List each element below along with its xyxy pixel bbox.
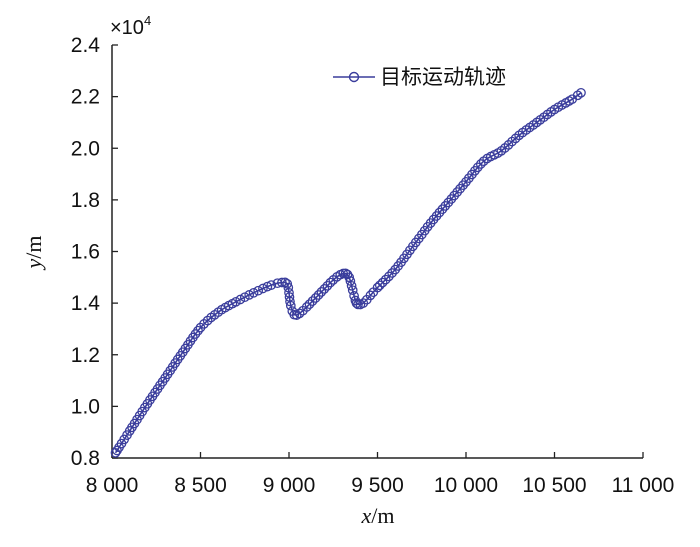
y-tick-label-0: 0.8 bbox=[71, 447, 100, 470]
series-0-marker-60 bbox=[285, 296, 295, 307]
series-0-marker-47 bbox=[244, 290, 255, 300]
y-tick-label-6: 2.0 bbox=[71, 137, 100, 160]
series-0-marker-73 bbox=[319, 284, 330, 294]
y-tick-label-5: 1.8 bbox=[71, 189, 100, 212]
series-0-marker-83 bbox=[345, 276, 356, 286]
series-0-marker-69 bbox=[307, 296, 318, 306]
series-0-marker-72 bbox=[316, 287, 327, 297]
x-tick-label-0: 8 000 bbox=[86, 474, 139, 497]
series-0-marker-85 bbox=[347, 285, 358, 296]
series-0-marker-48 bbox=[248, 287, 259, 298]
series-0-marker-117 bbox=[437, 204, 448, 215]
series-0-marker-45 bbox=[235, 294, 246, 305]
series-0-marker-56 bbox=[282, 278, 293, 289]
series-0-marker-68 bbox=[304, 299, 315, 310]
series-0-marker-115 bbox=[431, 211, 442, 221]
series-layer bbox=[110, 87, 586, 458]
series-0-marker-75 bbox=[325, 277, 336, 288]
series-0-marker-74 bbox=[322, 280, 333, 291]
legend-marker bbox=[348, 71, 360, 83]
x-tick-label-3: 9 500 bbox=[351, 474, 404, 497]
series-0-marker-57 bbox=[283, 282, 294, 293]
series-0-marker-52 bbox=[266, 280, 277, 290]
series-0-marker-71 bbox=[313, 290, 324, 300]
series-0-marker-33 bbox=[193, 325, 203, 336]
series-0-marker-65 bbox=[294, 308, 305, 319]
x-tick-label-6: 11 000 bbox=[612, 474, 675, 497]
series-0-marker-100 bbox=[387, 268, 397, 278]
series-0-marker-118 bbox=[440, 201, 451, 211]
x-tick-label-5: 10 500 bbox=[522, 474, 586, 497]
series-0-marker-96 bbox=[374, 280, 385, 291]
series-0-marker-130 bbox=[475, 159, 486, 169]
series-0-marker-120 bbox=[446, 194, 457, 204]
y-tick-label-1: 1.0 bbox=[71, 395, 100, 418]
x-axis-title: x/m bbox=[361, 503, 395, 528]
axis-labels: x/m y/m bbox=[21, 236, 395, 529]
y-tick-label-7: 2.2 bbox=[71, 86, 100, 109]
series-0-marker-49 bbox=[253, 285, 264, 296]
series-0-marker-99 bbox=[384, 271, 394, 282]
y-tick-label-4: 1.6 bbox=[71, 241, 100, 264]
series-0-marker-55 bbox=[280, 277, 290, 288]
series-0-marker-116 bbox=[434, 207, 445, 218]
series-0-marker-88 bbox=[351, 298, 362, 309]
series-0-marker-95 bbox=[372, 282, 383, 293]
series-0-marker-61 bbox=[285, 300, 296, 311]
series-0-marker-32 bbox=[190, 329, 201, 339]
series-0-marker-98 bbox=[380, 274, 391, 285]
series-0-marker-54 bbox=[277, 277, 287, 288]
y-tick-label-8: 2.4 bbox=[71, 34, 101, 57]
y-axis-title: y/m bbox=[21, 236, 46, 271]
series-0-marker-84 bbox=[346, 280, 357, 291]
series-0-marker-129 bbox=[472, 162, 483, 173]
legend-label: 目标运动轨迹 bbox=[380, 65, 506, 89]
series-0-marker-81 bbox=[342, 269, 353, 280]
series-0-marker-67 bbox=[301, 302, 312, 312]
series-0-marker-158 bbox=[576, 87, 586, 98]
series-0-marker-50 bbox=[258, 283, 268, 294]
x-tick-label-2: 9 000 bbox=[263, 474, 316, 497]
series-0-marker-124 bbox=[458, 180, 468, 191]
x-tick-label-1: 8 500 bbox=[174, 474, 227, 497]
series-0-marker-122 bbox=[452, 187, 463, 197]
series-0-marker-93 bbox=[365, 290, 376, 301]
y-tick-label-2: 1.2 bbox=[71, 344, 100, 367]
x-tick-label-4: 10 000 bbox=[434, 474, 498, 497]
y-tick-label-3: 1.4 bbox=[71, 292, 101, 315]
series-0-marker-70 bbox=[310, 293, 321, 303]
legend: 目标运动轨迹 bbox=[333, 65, 506, 89]
series-0-marker-97 bbox=[377, 277, 388, 288]
axes: 8 000 8 500 9 000 9 500 10 000 10 500 11 000 0.… bbox=[71, 13, 675, 497]
y-multiplier: ×104 bbox=[110, 13, 151, 39]
